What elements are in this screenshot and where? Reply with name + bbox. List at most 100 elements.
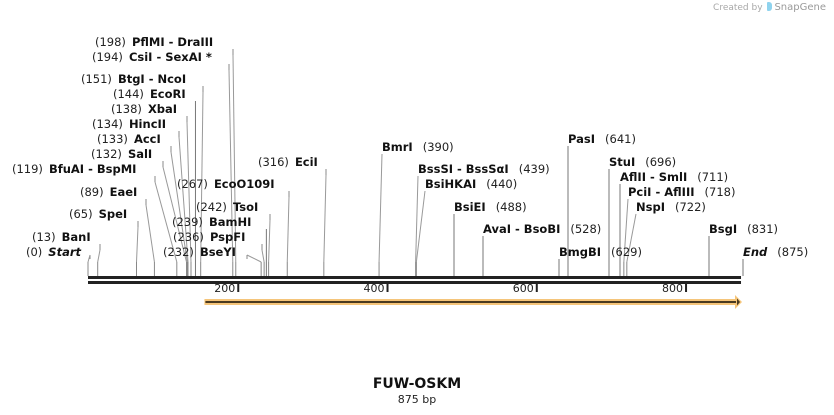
ruler-tick-label: 800 xyxy=(662,282,684,295)
enzyme-name: SalI xyxy=(127,147,153,161)
cut-site-connector xyxy=(323,174,327,263)
site-position: (13) xyxy=(32,230,56,244)
site-position: (232) xyxy=(163,245,194,259)
enzyme-name: NspI xyxy=(636,200,665,214)
cut-site-connector xyxy=(154,181,178,263)
feature-arrow-line xyxy=(205,301,737,303)
restriction-site-label[interactable]: (242) TsoI xyxy=(196,200,258,214)
site-position: (440) xyxy=(486,177,518,191)
restriction-site-label[interactable]: BsgI (831) xyxy=(709,222,778,236)
restriction-site-label[interactable]: (232) BseYI xyxy=(163,245,236,259)
map-title: FUW-OSKM xyxy=(372,376,462,392)
site-position: (528) xyxy=(570,222,602,236)
restriction-site-label[interactable]: (0) Start xyxy=(26,245,81,259)
enzyme-name: XbaI xyxy=(147,102,178,116)
dna-strand-top xyxy=(88,276,742,279)
cut-site-connector xyxy=(228,69,234,263)
site-position: (133) xyxy=(97,132,128,146)
restriction-site-label[interactable]: End (875) xyxy=(743,245,808,259)
enzyme-name: PspFI xyxy=(209,230,246,244)
cut-site-connector xyxy=(246,254,262,263)
feature-arrow-tip xyxy=(737,298,741,306)
enzyme-name: PciI - AflIII xyxy=(628,185,695,199)
enzyme-name: HincII xyxy=(128,117,167,131)
cut-site-connector xyxy=(232,54,237,263)
restriction-site-label[interactable]: NspI (722) xyxy=(636,200,706,214)
restriction-site-label[interactable]: StuI (696) xyxy=(609,155,676,169)
site-position: (641) xyxy=(605,132,636,146)
enzyme-name: AvaI - BsoBI xyxy=(483,222,561,236)
restriction-site-label[interactable]: (236) PspFI xyxy=(173,230,245,244)
site-position: (236) xyxy=(173,230,204,244)
enzyme-name: BfuAI - BspMI xyxy=(48,162,137,176)
site-position: (242) xyxy=(196,200,227,214)
cut-site-connector xyxy=(378,153,383,263)
restriction-site-label[interactable]: BmrI (390) xyxy=(382,140,454,154)
restriction-site-label[interactable]: (89) EaeI xyxy=(80,185,137,199)
enzyme-name: BsiHKAI xyxy=(425,177,477,191)
restriction-site-label[interactable]: BsiEI (488) xyxy=(454,200,527,214)
site-position: (722) xyxy=(674,200,706,214)
site-position: (696) xyxy=(645,155,677,169)
enzyme-name: PasI xyxy=(568,132,596,146)
site-position: (267) xyxy=(177,177,208,191)
watermark-prefix: Created by xyxy=(713,3,763,13)
watermark-brand: SnapGene xyxy=(774,2,826,13)
site-position: (239) xyxy=(172,215,203,229)
snapgene-logo-icon xyxy=(767,2,773,11)
cut-site-connector xyxy=(623,198,629,263)
restriction-site-label[interactable]: (134) HincII xyxy=(92,117,166,131)
enzyme-name: BsiEI xyxy=(454,200,486,214)
cut-site-connector xyxy=(178,136,189,263)
cut-site-connector xyxy=(162,166,187,263)
enzyme-name: BmgBI xyxy=(559,245,602,259)
enzyme-name: EciI xyxy=(294,155,318,169)
restriction-site-label[interactable]: PasI (641) xyxy=(568,132,636,146)
cut-site-connector xyxy=(186,121,192,263)
restriction-site-label[interactable]: BssSI - BssSαI (439) xyxy=(418,162,550,176)
cut-site-connector xyxy=(136,226,139,263)
site-position: (198) xyxy=(95,35,126,49)
enzyme-name: BamHI xyxy=(208,215,252,229)
site-position: (89) xyxy=(80,185,104,199)
cut-site-connector xyxy=(97,249,101,263)
restriction-site-label[interactable]: (198) PflMI - DraIII xyxy=(95,35,213,49)
restriction-site-label[interactable]: BsiHKAI (440) xyxy=(425,177,517,191)
enzyme-name: End xyxy=(743,245,768,259)
restriction-site-label[interactable]: (239) BamHI xyxy=(172,215,251,229)
ruler-tick-label: 600 xyxy=(512,282,534,295)
restriction-site-label[interactable]: AvaI - BsoBI (528) xyxy=(483,222,601,236)
cut-site-connector xyxy=(286,196,290,263)
restriction-site-label[interactable]: (316) EciI xyxy=(258,155,318,169)
restriction-site-label[interactable]: PciI - AflIII (718) xyxy=(628,185,735,199)
enzyme-name: CsiI - SexAI * xyxy=(128,50,212,64)
site-position: (875) xyxy=(777,245,809,259)
sequence-length: 875 bp xyxy=(397,393,437,406)
cut-site-connector xyxy=(268,219,271,263)
site-position: (144) xyxy=(113,87,144,101)
enzyme-name: BtgI - NcoI xyxy=(117,72,187,86)
ruler-tick xyxy=(386,284,389,292)
restriction-site-label[interactable]: (13) BanI xyxy=(32,230,91,244)
site-position: (488) xyxy=(495,200,527,214)
enzyme-name: AccI xyxy=(133,132,161,146)
cut-site-connector xyxy=(87,254,91,263)
site-position: (439) xyxy=(518,162,550,176)
restriction-site-label[interactable]: (132) SalI xyxy=(91,147,152,161)
restriction-site-label[interactable]: BmgBI (629) xyxy=(559,245,642,259)
site-position: (316) xyxy=(258,155,289,169)
enzyme-name: PflMI - DraIII xyxy=(131,35,214,49)
restriction-site-label[interactable]: (194) CsiI - SexAI * xyxy=(92,50,212,64)
restriction-site-label[interactable]: (119) BfuAI - BspMI xyxy=(12,162,136,176)
restriction-site-label[interactable]: (133) AccI xyxy=(97,132,161,146)
dna-strand-bottom xyxy=(88,281,742,284)
ruler-tick xyxy=(685,284,688,292)
site-position: (119) xyxy=(12,162,43,176)
site-position: (65) xyxy=(69,207,93,221)
restriction-site-label[interactable]: (151) BtgI - NcoI xyxy=(81,72,186,86)
restriction-site-label[interactable]: (65) SpeI xyxy=(69,207,127,221)
restriction-site-label[interactable]: (267) EcoO109I xyxy=(177,177,275,191)
restriction-site-label[interactable]: (144) EcoRI xyxy=(113,87,186,101)
restriction-site-label[interactable]: AflII - SmlI (711) xyxy=(620,170,728,184)
restriction-site-label[interactable]: (138) XbaI xyxy=(111,102,177,116)
